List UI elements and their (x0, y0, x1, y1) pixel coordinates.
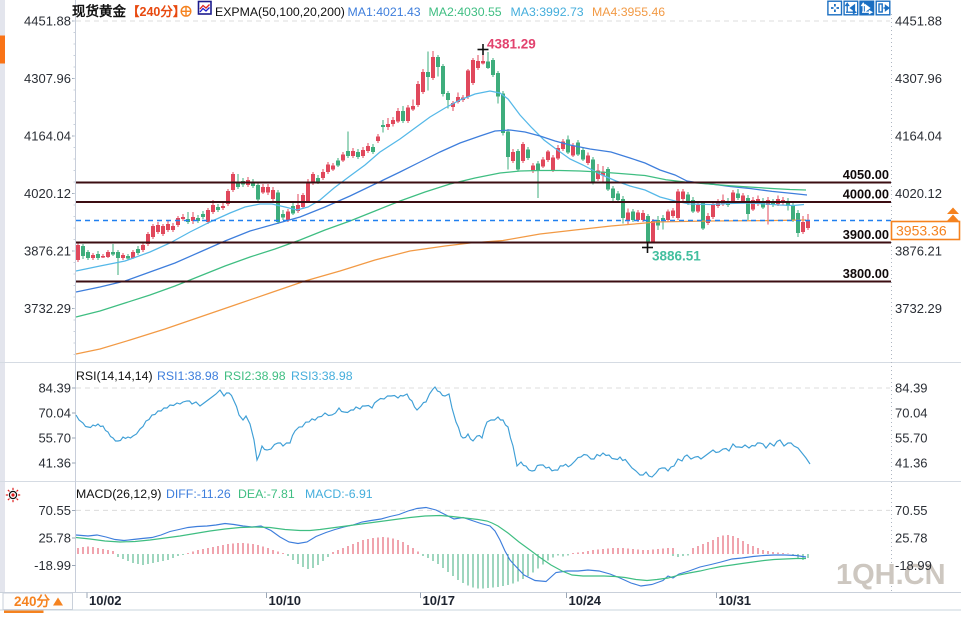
svg-text:RSI3:38.98: RSI3:38.98 (291, 369, 353, 383)
svg-text:现货黄金: 现货黄金 (72, 3, 126, 19)
svg-text:MA3:3992.73: MA3:3992.73 (511, 5, 584, 19)
svg-text:4164.04: 4164.04 (24, 129, 71, 144)
svg-text:MA4:3955.46: MA4:3955.46 (592, 5, 665, 19)
svg-text:1QH.CN: 1QH.CN (836, 559, 946, 591)
svg-text:DIFF:-11.26: DIFF:-11.26 (166, 487, 231, 501)
svg-text:3876.21: 3876.21 (895, 244, 942, 259)
svg-text:55.70: 55.70 (895, 431, 928, 446)
svg-text:25.78: 25.78 (38, 531, 71, 546)
svg-text:25.78: 25.78 (895, 531, 928, 546)
svg-text:4451.88: 4451.88 (24, 14, 71, 29)
svg-text:EXPMA(50,100,20,200): EXPMA(50,100,20,200) (215, 5, 345, 19)
svg-text:-18.99: -18.99 (34, 558, 71, 573)
svg-text:RSI2:38.98: RSI2:38.98 (224, 369, 286, 383)
svg-text:【240分】: 【240分】 (127, 4, 185, 19)
svg-text:4020.12: 4020.12 (24, 186, 71, 201)
svg-text:3900.00: 3900.00 (843, 227, 889, 242)
svg-text:70.04: 70.04 (38, 406, 71, 421)
svg-text:10/17: 10/17 (423, 593, 456, 608)
svg-text:4307.96: 4307.96 (24, 71, 71, 86)
svg-text:84.39: 84.39 (38, 381, 71, 396)
svg-text:3800.00: 3800.00 (843, 266, 889, 281)
svg-text:4000.00: 4000.00 (843, 187, 889, 202)
svg-text:4451.88: 4451.88 (895, 14, 942, 29)
svg-text:-18.99: -18.99 (895, 558, 932, 573)
svg-text:3732.29: 3732.29 (24, 301, 71, 316)
svg-text:70.55: 70.55 (38, 503, 71, 518)
svg-text:RSI1:38.98: RSI1:38.98 (157, 369, 219, 383)
svg-text:4020.12: 4020.12 (895, 186, 942, 201)
svg-text:70.55: 70.55 (895, 503, 928, 518)
svg-text:4381.29: 4381.29 (487, 37, 536, 52)
svg-text:4164.04: 4164.04 (895, 129, 942, 144)
svg-text:10/02: 10/02 (89, 593, 122, 608)
svg-text:MA1:4021.43: MA1:4021.43 (348, 5, 421, 19)
svg-text:41.36: 41.36 (38, 456, 71, 471)
svg-text:84.39: 84.39 (895, 381, 928, 396)
svg-text:3953.36: 3953.36 (896, 223, 947, 239)
svg-text:41.36: 41.36 (895, 456, 928, 471)
svg-text:MACD:-6.91: MACD:-6.91 (305, 487, 373, 501)
svg-text:55.70: 55.70 (38, 431, 71, 446)
svg-text:10/10: 10/10 (269, 593, 302, 608)
svg-text:3886.51: 3886.51 (652, 249, 701, 264)
svg-text:10/31: 10/31 (719, 593, 752, 608)
svg-text:4307.96: 4307.96 (895, 71, 942, 86)
svg-text:3876.21: 3876.21 (24, 244, 71, 259)
svg-text:DEA:-7.81: DEA:-7.81 (238, 487, 295, 501)
svg-text:3732.29: 3732.29 (895, 301, 942, 316)
svg-text:MACD(26,12,9): MACD(26,12,9) (76, 487, 161, 501)
svg-text:70.04: 70.04 (895, 406, 928, 421)
svg-text:240分: 240分 (14, 594, 51, 609)
svg-text:4050.00: 4050.00 (843, 167, 889, 182)
svg-text:10/24: 10/24 (569, 593, 602, 608)
svg-text:RSI(14,14,14): RSI(14,14,14) (76, 369, 153, 383)
svg-text:MA2:4030.55: MA2:4030.55 (429, 5, 502, 19)
